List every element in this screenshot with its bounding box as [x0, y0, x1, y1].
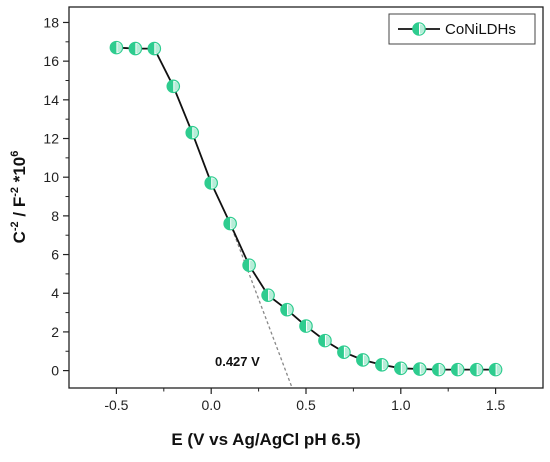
data-point-7-shade	[250, 260, 255, 270]
y-title-f-superscript: -2	[9, 187, 21, 197]
data-point-12	[337, 345, 351, 360]
y-tick-label-6: 12	[43, 131, 59, 147]
data-point-13	[356, 353, 370, 367]
data-point-11-half	[318, 334, 325, 347]
y-title-multiplier: *10	[10, 157, 29, 187]
data-point-3-shade	[174, 81, 179, 91]
y-tick-label-9: 18	[43, 14, 59, 30]
data-point-4-shade	[193, 128, 198, 138]
data-point-16-shade	[420, 364, 426, 374]
data-point-10	[299, 319, 313, 333]
data-point-5	[204, 176, 218, 190]
data-point-3-half	[167, 80, 174, 93]
data-point-3	[166, 79, 181, 94]
y-tick-label-2: 4	[51, 285, 59, 301]
y-tick-label-7: 14	[43, 92, 59, 108]
ticks-layer: -0.5 0.0 0.5 1.0 1.5 0 2 4 6 8 10 12 14 16 18	[43, 14, 505, 413]
data-point-19	[469, 362, 484, 377]
data-point-19-half	[470, 363, 477, 376]
data-point-1	[128, 41, 143, 56]
data-point-0-half	[110, 41, 117, 54]
data-point-8-half	[261, 288, 269, 302]
y-title-c-superscript: -2	[9, 221, 21, 231]
x-tick-label-1: 0.0	[201, 397, 221, 413]
data-point-8-shade	[269, 290, 274, 300]
data-point-1-half	[129, 42, 136, 55]
y-tick-label-1: 2	[51, 324, 59, 340]
data-point-5-shade	[212, 178, 217, 188]
data-point-2	[147, 41, 162, 56]
data-point-10-shade	[307, 321, 312, 331]
data-point-0	[109, 40, 124, 55]
x-tick-label-3: 1.0	[391, 397, 411, 413]
data-point-15-half	[394, 362, 401, 375]
data-point-13-half	[356, 353, 363, 367]
data-point-7-half	[242, 258, 250, 272]
data-point-13-shade	[363, 355, 369, 365]
data-point-6-half	[223, 217, 231, 230]
data-point-11	[318, 333, 332, 348]
extrapolation-dashed-line	[229, 223, 293, 389]
x-tick-label-4: 1.5	[486, 397, 506, 413]
data-point-18-shade	[458, 364, 464, 375]
legend-marker-swatch	[412, 22, 426, 36]
legend-marker-shade	[420, 24, 425, 34]
data-point-10-half	[299, 319, 306, 333]
y-tick-label-0: 0	[51, 363, 59, 379]
data-point-9-shade	[288, 304, 293, 315]
data-point-17-half	[432, 363, 439, 376]
y-tick-label-4: 8	[51, 208, 59, 224]
y-tick-label-3: 6	[51, 247, 59, 263]
x-tick-label-0: -0.5	[104, 397, 128, 413]
data-point-4	[185, 125, 200, 140]
data-point-15	[393, 361, 408, 376]
data-point-18	[450, 362, 465, 377]
data-point-14-half	[375, 358, 382, 371]
y-axis-title: C-2 / F-2 *106	[9, 151, 29, 244]
data-point-16-half	[413, 362, 420, 376]
x-tick-label-2: 0.5	[296, 397, 316, 413]
data-point-1-shade	[136, 43, 142, 54]
data-point-20	[488, 362, 503, 377]
data-point-14-shade	[382, 360, 388, 370]
intercept-annotation: 0.427 V	[215, 354, 260, 369]
data-point-12-half	[337, 346, 344, 359]
data-point-17	[431, 362, 446, 377]
data-point-9-half	[280, 303, 288, 316]
y-title-c: C	[10, 231, 29, 243]
y-title-f: / F	[10, 197, 29, 222]
data-point-14	[375, 357, 389, 372]
legend-label-conildhs: CoNiLDHs	[445, 21, 516, 38]
data-point-7	[242, 258, 256, 272]
data-point-2-half	[148, 42, 155, 55]
data-point-2-shade	[155, 43, 161, 54]
series-layer	[109, 40, 503, 377]
y-tick-label-8: 16	[43, 53, 59, 69]
y-tick-label-5: 10	[43, 169, 59, 185]
data-point-8	[261, 288, 275, 302]
data-point-20-shade	[496, 364, 502, 375]
data-point-6	[223, 216, 237, 231]
data-point-17-shade	[439, 364, 445, 375]
data-point-5-half	[204, 176, 212, 190]
legend-marker	[412, 22, 426, 36]
x-axis-title: E (V vs Ag/AgCl pH 6.5)	[171, 430, 360, 449]
data-point-4-half	[186, 126, 193, 139]
y-title-exponent-superscript: 6	[9, 151, 21, 157]
data-point-0-shade	[117, 42, 123, 53]
data-point-18-half	[451, 363, 458, 376]
data-point-16	[412, 362, 427, 376]
legend-marker-half	[412, 22, 419, 36]
extrapolation-layer	[229, 223, 293, 389]
data-point-11-shade	[325, 335, 331, 346]
legend: CoNiLDHs	[388, 13, 536, 45]
data-point-20-half	[489, 363, 496, 376]
data-point-19-shade	[477, 364, 483, 375]
data-point-12-shade	[344, 347, 350, 357]
data-point-6-shade	[231, 218, 236, 229]
data-point-9	[280, 302, 294, 317]
data-point-15-shade	[401, 363, 407, 373]
